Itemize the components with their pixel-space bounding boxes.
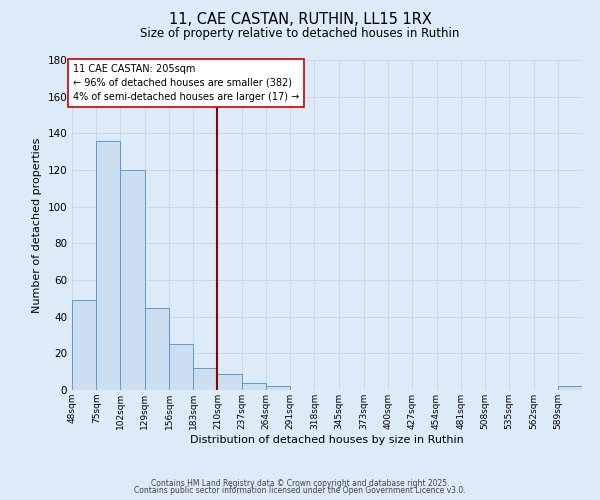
Bar: [145, 308, 169, 390]
Bar: [558, 386, 582, 390]
Text: Size of property relative to detached houses in Ruthin: Size of property relative to detached ho…: [140, 28, 460, 40]
Bar: [242, 382, 266, 390]
Bar: [72, 300, 96, 390]
Bar: [217, 374, 242, 390]
Text: 11 CAE CASTAN: 205sqm
← 96% of detached houses are smaller (382)
4% of semi-deta: 11 CAE CASTAN: 205sqm ← 96% of detached …: [73, 64, 299, 102]
Bar: [169, 344, 193, 390]
Text: Contains public sector information licensed under the Open Government Licence v3: Contains public sector information licen…: [134, 486, 466, 495]
Text: Contains HM Land Registry data © Crown copyright and database right 2025.: Contains HM Land Registry data © Crown c…: [151, 478, 449, 488]
Bar: [121, 170, 145, 390]
Bar: [96, 140, 121, 390]
X-axis label: Distribution of detached houses by size in Ruthin: Distribution of detached houses by size …: [190, 434, 464, 444]
Text: 11, CAE CASTAN, RUTHIN, LL15 1RX: 11, CAE CASTAN, RUTHIN, LL15 1RX: [169, 12, 431, 28]
Bar: [266, 386, 290, 390]
Y-axis label: Number of detached properties: Number of detached properties: [32, 138, 42, 312]
Bar: [193, 368, 217, 390]
